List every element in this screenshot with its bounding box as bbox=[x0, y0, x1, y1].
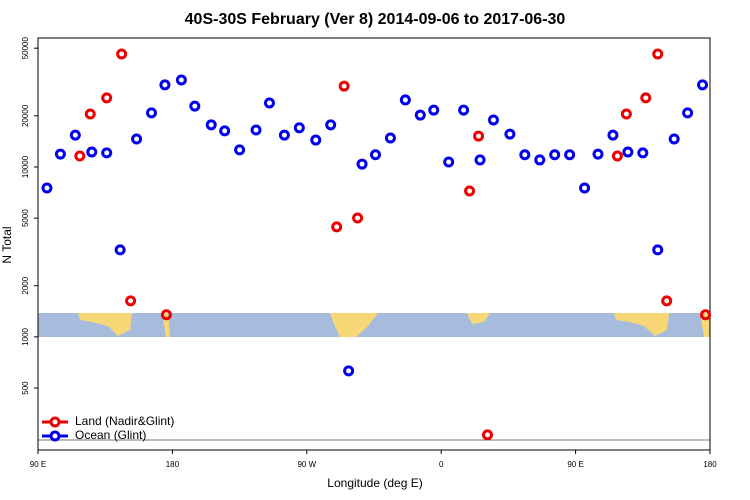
point bbox=[519, 149, 531, 161]
x-tick-label: 90 E bbox=[567, 460, 583, 469]
point bbox=[443, 156, 455, 168]
x-tick-label: 0 bbox=[439, 460, 444, 469]
point bbox=[263, 97, 275, 109]
point bbox=[352, 212, 364, 224]
x-tick-label: 180 bbox=[166, 460, 180, 469]
point bbox=[54, 148, 66, 160]
point bbox=[414, 109, 426, 121]
point bbox=[668, 133, 680, 145]
point bbox=[487, 114, 499, 126]
y-tick-label: 5000 bbox=[21, 209, 30, 227]
point bbox=[343, 365, 355, 377]
point bbox=[331, 221, 343, 233]
chart-title: 40S-30S February (Ver 8) 2014-09-06 to 2… bbox=[185, 11, 566, 28]
point bbox=[682, 107, 694, 119]
point bbox=[145, 107, 157, 119]
point bbox=[205, 119, 217, 131]
y-tick-label: 10000 bbox=[21, 155, 30, 178]
x-tick-label: 90 E bbox=[30, 460, 46, 469]
point bbox=[41, 182, 53, 194]
y-tick-label: 50000 bbox=[21, 37, 30, 60]
point bbox=[356, 158, 368, 170]
point bbox=[250, 124, 262, 136]
point bbox=[504, 128, 516, 140]
point bbox=[458, 104, 470, 116]
point bbox=[369, 149, 381, 161]
legend-label: Ocean (Glint) bbox=[75, 428, 146, 442]
legend-marker bbox=[49, 430, 61, 442]
point bbox=[293, 122, 305, 134]
point bbox=[219, 125, 231, 137]
point bbox=[464, 185, 476, 197]
x-axis-label: Longitude (deg E) bbox=[327, 476, 422, 490]
point bbox=[592, 148, 604, 160]
point bbox=[652, 244, 664, 256]
point bbox=[700, 309, 712, 321]
y-tick-label: 1000 bbox=[21, 327, 30, 345]
point bbox=[84, 108, 96, 120]
point bbox=[399, 94, 411, 106]
point bbox=[637, 147, 649, 159]
point bbox=[338, 80, 350, 92]
legend-marker bbox=[49, 416, 61, 428]
x-tick-label: 180 bbox=[703, 460, 717, 469]
point bbox=[622, 146, 634, 158]
point bbox=[428, 104, 440, 116]
point bbox=[579, 182, 591, 194]
plot-frame bbox=[37, 37, 711, 451]
point bbox=[278, 129, 290, 141]
point bbox=[607, 129, 619, 141]
point bbox=[189, 100, 201, 112]
point bbox=[697, 79, 709, 91]
point bbox=[661, 295, 673, 307]
point bbox=[69, 129, 81, 141]
point bbox=[310, 134, 322, 146]
point bbox=[325, 119, 337, 131]
y-tick-label: 2000 bbox=[21, 276, 30, 294]
point bbox=[125, 295, 137, 307]
point bbox=[611, 150, 623, 162]
point bbox=[473, 130, 485, 142]
point bbox=[640, 92, 652, 104]
x-tick-label: 90 W bbox=[297, 460, 316, 469]
point bbox=[86, 146, 98, 158]
point bbox=[116, 48, 128, 60]
point bbox=[620, 108, 632, 120]
point bbox=[114, 244, 126, 256]
y-axis-label: N Total bbox=[0, 226, 14, 263]
point bbox=[534, 154, 546, 166]
point bbox=[74, 150, 86, 162]
map-strip bbox=[38, 313, 710, 337]
point bbox=[131, 133, 143, 145]
point bbox=[101, 92, 113, 104]
point bbox=[652, 48, 664, 60]
point bbox=[159, 79, 171, 91]
point bbox=[474, 154, 486, 166]
y-tick-label: 20000 bbox=[21, 104, 30, 127]
point bbox=[549, 149, 561, 161]
point bbox=[564, 149, 576, 161]
point bbox=[101, 147, 113, 159]
point bbox=[384, 132, 396, 144]
point bbox=[160, 309, 172, 321]
point bbox=[234, 144, 246, 156]
y-tick-label: 500 bbox=[21, 381, 30, 395]
point bbox=[175, 74, 187, 86]
point bbox=[481, 429, 493, 441]
legend-label: Land (Nadir&Glint) bbox=[75, 414, 174, 428]
